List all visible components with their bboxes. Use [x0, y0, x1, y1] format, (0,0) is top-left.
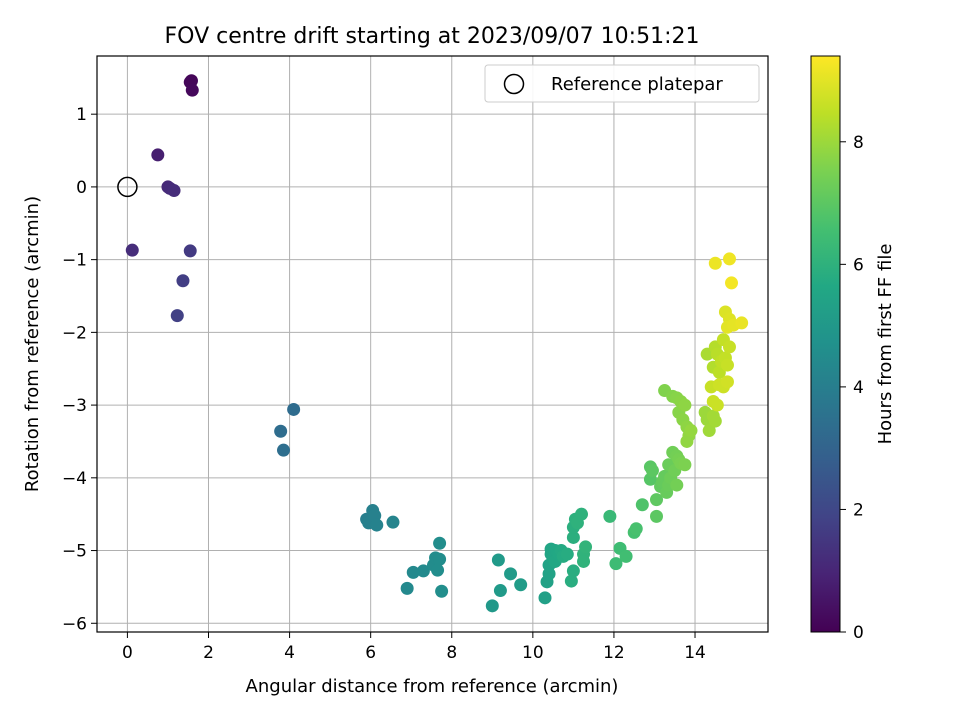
y-tick-label: −5	[62, 542, 87, 562]
data-point	[151, 148, 165, 162]
colorbar-tick-label: 0	[853, 623, 864, 643]
y-axis-label: Rotation from reference (arcmin)	[22, 196, 43, 492]
data-point	[406, 565, 420, 579]
data-point	[650, 493, 664, 507]
x-tick-label: 6	[365, 643, 376, 663]
data-point	[645, 464, 659, 478]
legend-marker-icon	[503, 73, 525, 95]
data-point	[619, 549, 633, 563]
reference-platepar-marker	[117, 176, 138, 198]
x-axis-label: Angular distance from reference (arcmin)	[246, 676, 619, 697]
data-point	[435, 584, 449, 598]
y-tick-label: 0	[76, 178, 87, 198]
colorbar-ticks: 0 2 4 6 8	[840, 133, 864, 643]
data-point	[287, 402, 301, 416]
data-point	[386, 515, 400, 529]
colorbar-tick-label: 6	[853, 255, 864, 275]
data-point	[650, 509, 664, 523]
colorbar-tick-label: 2	[853, 500, 864, 520]
data-point	[708, 256, 722, 270]
data-point	[722, 340, 736, 354]
data-point	[566, 530, 580, 544]
data-point	[185, 83, 199, 97]
data-point	[493, 584, 507, 598]
data-point	[167, 184, 181, 198]
data-point	[720, 375, 734, 389]
data-point	[684, 424, 698, 438]
y-axis-ticks: 1 0 −1 −2 −3 −4 −5 −6	[62, 105, 97, 634]
data-point	[433, 552, 447, 566]
data-point	[577, 554, 591, 568]
data-point	[370, 518, 384, 532]
data-point	[176, 274, 190, 288]
y-tick-label: −3	[62, 396, 87, 416]
y-tick-label: −6	[62, 614, 87, 634]
data-point	[183, 244, 197, 258]
y-tick-label: −2	[62, 323, 87, 343]
x-tick-label: 10	[522, 643, 544, 663]
data-point	[274, 424, 288, 438]
data-point	[678, 398, 692, 412]
data-point	[485, 599, 499, 613]
data-point	[702, 424, 716, 438]
data-point	[635, 498, 649, 512]
data-point	[629, 522, 643, 536]
grid-lines	[97, 56, 768, 632]
x-tick-label: 14	[684, 643, 706, 663]
x-tick-label: 12	[603, 643, 625, 663]
data-point	[722, 252, 736, 266]
colorbar-tick-label: 8	[853, 133, 864, 153]
data-point	[431, 563, 445, 577]
data-point	[603, 509, 617, 523]
chart-title: FOV centre drift starting at 2023/09/07 …	[165, 24, 700, 49]
x-tick-label: 0	[122, 643, 133, 663]
data-point	[416, 564, 430, 578]
data-point	[574, 507, 588, 521]
data-point	[170, 309, 184, 323]
data-point	[609, 557, 623, 571]
x-tick-label: 4	[284, 643, 295, 663]
legend-box	[484, 64, 760, 103]
data-point	[560, 547, 574, 561]
y-tick-label: 1	[76, 105, 87, 125]
data-point	[125, 243, 139, 257]
x-tick-label: 8	[446, 643, 457, 663]
legend: Reference platepar	[484, 64, 760, 103]
plot-frame	[96, 55, 769, 633]
data-point	[708, 414, 722, 428]
data-point	[564, 574, 578, 588]
data-point	[491, 553, 505, 567]
reference-marker-layer	[117, 176, 138, 198]
colorbar-label: Hours from first FF file	[875, 244, 896, 445]
data-point	[566, 564, 580, 578]
data-point	[277, 443, 291, 457]
data-point	[433, 536, 447, 550]
data-point	[720, 358, 734, 372]
data-point	[579, 540, 593, 554]
data-point	[670, 478, 684, 492]
data-points	[125, 74, 749, 613]
colorbar-tick-label: 4	[853, 378, 864, 398]
y-tick-label: −4	[62, 469, 87, 489]
x-axis-ticks: 0 2 4 6 8 10 12 14	[122, 632, 706, 663]
colorbar-gradient	[810, 55, 841, 633]
x-tick-label: 2	[203, 643, 214, 663]
data-point	[504, 567, 518, 581]
data-point	[678, 458, 692, 472]
data-point	[725, 276, 739, 290]
data-point	[710, 398, 724, 412]
data-point	[400, 581, 414, 595]
data-point	[538, 591, 552, 605]
data-point	[735, 316, 749, 330]
colorbar: 0 2 4 6 8 Hours from first FF file	[810, 55, 896, 643]
data-point	[514, 578, 528, 592]
legend-label: Reference platepar	[551, 74, 723, 95]
y-tick-label: −1	[62, 251, 87, 271]
